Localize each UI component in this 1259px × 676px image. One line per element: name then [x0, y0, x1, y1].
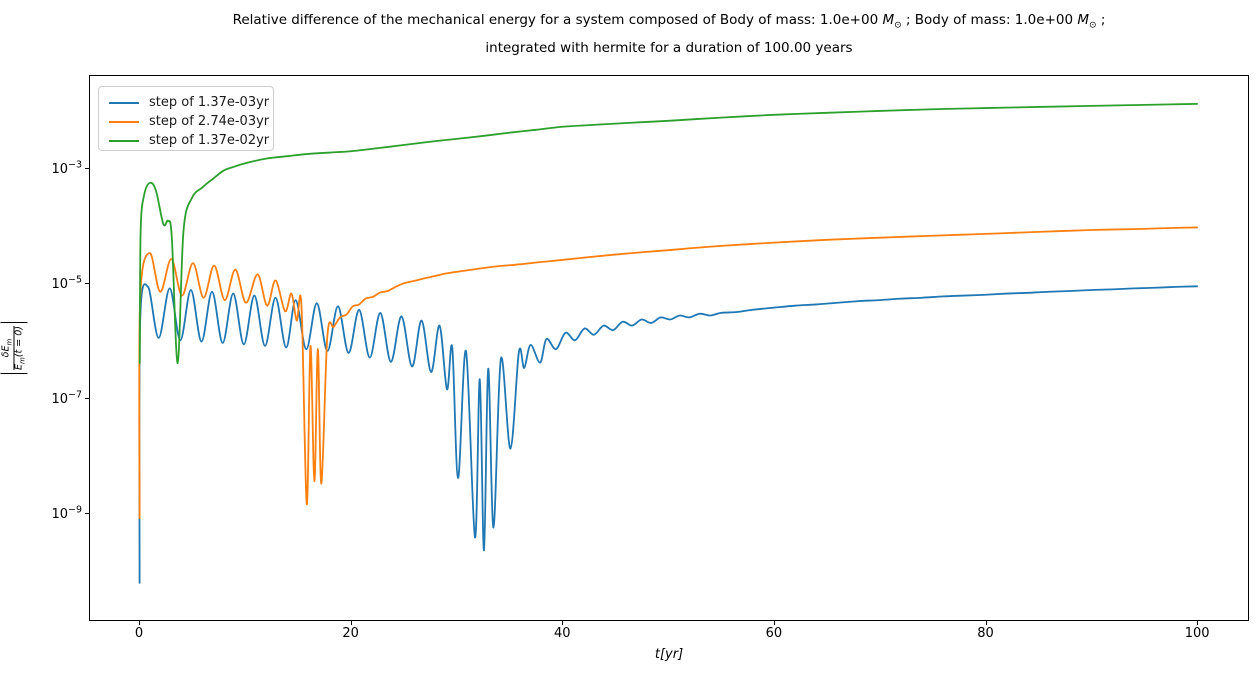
y-tick-label: 10−5	[51, 273, 82, 292]
axes-spines	[89, 75, 1249, 621]
x-tick-label: 0	[134, 626, 144, 641]
legend-label: step of 1.37e-03yr	[149, 95, 270, 110]
title-line-1: Relative difference of the mechanical en…	[89, 9, 1249, 37]
mass-symbol: M	[882, 12, 895, 28]
x-tick-label: 100	[1184, 626, 1210, 641]
y-tick-label: 10−3	[51, 158, 82, 177]
x-tick-label: 20	[342, 626, 359, 641]
abs-bar-left	[0, 373, 28, 375]
ylabel-fraction: δEm Em(t = 0)	[0, 325, 27, 371]
sun-symbol: ⊙	[894, 20, 902, 31]
x-axis-label: t[yr]	[654, 647, 684, 662]
legend-entry: step of 1.37e-02yr	[109, 131, 273, 150]
legend-line-swatch	[109, 139, 139, 142]
sun-symbol: ⊙	[1089, 20, 1097, 31]
ylabel-denominator: Em(t = 0)	[13, 325, 27, 371]
mass-symbol: M	[1077, 12, 1090, 28]
y-tick-label: 10−9	[51, 503, 82, 522]
series-line-step-of-2-74e-03yr	[138, 226, 1199, 520]
legend-label: step of 1.37e-02yr	[149, 133, 270, 148]
title-text: ; Body of mass: 1.0e+00	[901, 12, 1078, 28]
legend-label: step of 2.74e-03yr	[149, 114, 270, 129]
x-tick-label: 80	[977, 626, 994, 641]
title-text: Relative difference of the mechanical en…	[232, 12, 883, 28]
y-tick-label: 10−7	[51, 388, 82, 407]
x-tick-label: 40	[554, 626, 571, 641]
abs-bar-right	[0, 321, 28, 323]
legend-line-swatch	[109, 101, 139, 104]
y-axis-label: δEm Em(t = 0)	[0, 321, 28, 375]
legend: step of 1.37e-03yr step of 2.74e-03yr step…	[98, 86, 274, 151]
legend-entry: step of 1.37e-03yr	[109, 93, 273, 112]
title-text: ;	[1096, 12, 1106, 28]
ylabel-numerator: δEm	[0, 338, 14, 358]
title-line-2: integrated with hermite for a duration o…	[485, 39, 853, 56]
legend-entry: step of 2.74e-03yr	[109, 112, 273, 131]
series-line-step-of-1-37e-02yr	[138, 103, 1199, 365]
legend-line-swatch	[109, 120, 139, 123]
x-tick-label: 60	[765, 626, 783, 641]
series-line-step-of-1-37e-03yr	[138, 283, 1199, 584]
figure-title: Relative difference of the mechanical en…	[89, 9, 1249, 59]
